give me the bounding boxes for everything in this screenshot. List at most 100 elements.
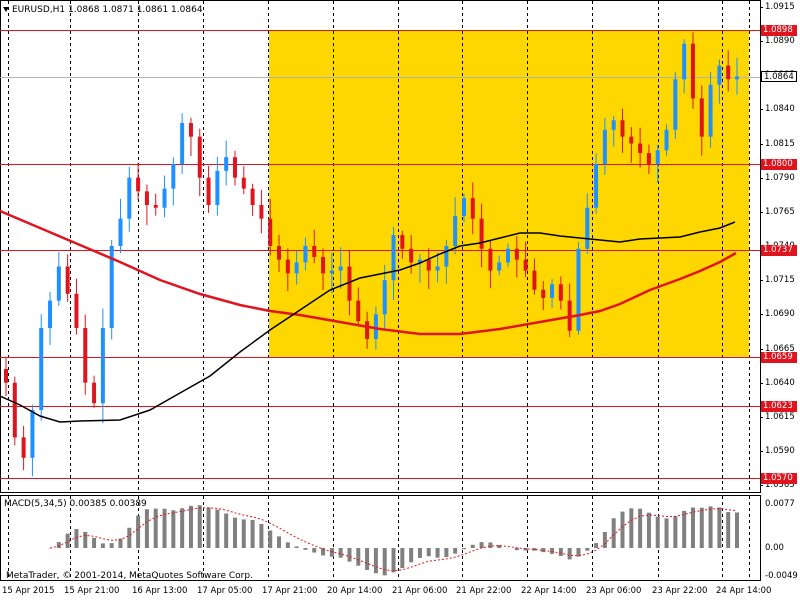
candle-body: [22, 437, 26, 458]
symbol-label: EURUSD,H1: [12, 5, 65, 15]
candle-body: [163, 189, 167, 208]
macd-bar: [709, 506, 713, 548]
macd-bar: [198, 505, 202, 548]
candle-body: [321, 257, 325, 273]
candle-body: [233, 157, 237, 178]
candle-body: [621, 120, 625, 136]
candle-body: [532, 271, 536, 290]
candle-body: [57, 267, 61, 301]
macd-bar: [74, 529, 78, 548]
macd-bar: [251, 520, 255, 548]
macd-bar: [656, 517, 660, 548]
macd-bar: [726, 512, 730, 548]
candle-body: [330, 271, 334, 274]
macd-bar: [110, 543, 114, 548]
macd-bar: [303, 548, 307, 550]
macd-bar: [233, 518, 237, 548]
level-price-tag: 1.0570: [761, 473, 797, 484]
macd-bar: [673, 516, 677, 548]
level-price-tag: 1.0737: [761, 245, 797, 256]
time-axis-label: 15 Apr 21:00: [64, 586, 119, 596]
macd-bar: [585, 548, 589, 551]
macd-bar: [700, 508, 704, 548]
candle-body: [259, 205, 263, 219]
time-axis-label: 23 Apr 22:00: [652, 586, 707, 596]
macd-bar: [400, 548, 404, 568]
candle-body: [550, 284, 554, 298]
macd-bar: [57, 542, 61, 548]
candle-body: [92, 383, 96, 404]
macd-axis-label: 0.0077: [765, 499, 795, 509]
macd-bar: [224, 514, 228, 548]
time-axis-label: 21 Apr 06:00: [392, 586, 447, 596]
candle-body: [39, 328, 43, 410]
candle-body: [497, 262, 501, 270]
macd-bar: [180, 508, 184, 548]
macd-bar: [515, 548, 519, 550]
candle-body: [268, 219, 272, 246]
candle-body: [409, 249, 413, 263]
macd-bar: [568, 548, 572, 559]
candle-body: [189, 123, 193, 137]
macd-axis-label: 0.00: [765, 543, 784, 553]
candle-body: [524, 260, 528, 271]
macd-bar: [717, 507, 721, 548]
macd-bar: [171, 510, 175, 548]
candle-body: [462, 198, 466, 216]
price-axis-label: 1.0815: [765, 139, 795, 149]
candle-body: [735, 77, 739, 80]
candle-body: [506, 249, 510, 263]
macd-bar: [559, 548, 563, 556]
price-axis-label: 1.0790: [765, 173, 795, 183]
candle-body: [471, 198, 475, 219]
candle-body: [541, 290, 545, 298]
macd-bar: [638, 509, 642, 548]
candle-body: [83, 328, 87, 383]
candle-body: [171, 164, 175, 189]
candle-body: [66, 267, 70, 294]
candle-body: [13, 383, 17, 438]
macd-bar: [436, 548, 440, 558]
macd-bar: [682, 511, 686, 548]
macd-bar: [259, 524, 263, 548]
candle-body: [145, 191, 149, 205]
macd-bar: [347, 548, 351, 562]
candle-body: [665, 130, 669, 151]
candle-body: [700, 98, 704, 136]
copyright-text: MetaTrader, © 2001-2014, MetaQuotes Soft…: [6, 571, 253, 581]
macd-bar: [242, 519, 246, 548]
price-axis-label: 1.0890: [765, 36, 795, 46]
time-axis-label: 16 Apr 13:00: [132, 586, 187, 596]
macd-bar: [480, 542, 484, 548]
candle-body: [286, 260, 290, 274]
candle-body: [559, 284, 563, 300]
level-price-tag: 1.0898: [761, 25, 797, 36]
candle-body: [4, 369, 8, 383]
candle-body: [198, 137, 202, 178]
time-axis-label: 20 Apr 14:00: [327, 586, 382, 596]
candle-body: [347, 267, 351, 301]
time-axis-label: 21 Apr 22:00: [456, 586, 511, 596]
candle-body: [30, 410, 34, 458]
macd-bar: [427, 548, 431, 556]
candle-body: [101, 328, 105, 403]
candle-body: [215, 171, 219, 205]
triangle-down-icon[interactable]: [3, 7, 9, 12]
candle-body: [339, 267, 343, 271]
candle-body: [356, 301, 360, 322]
price-axis-label: 1.0765: [765, 207, 795, 217]
candle-body: [673, 79, 677, 130]
macd-bar: [603, 532, 607, 548]
macd-bar: [374, 548, 378, 573]
candle-body: [277, 246, 281, 260]
candle-body: [374, 314, 378, 339]
macd-bar: [101, 543, 105, 548]
macd-bar: [488, 543, 492, 548]
candle-body: [154, 205, 158, 208]
candle-body: [303, 246, 307, 262]
candle-body: [136, 178, 140, 192]
macd-bar: [92, 538, 96, 548]
candle-body: [427, 260, 431, 271]
